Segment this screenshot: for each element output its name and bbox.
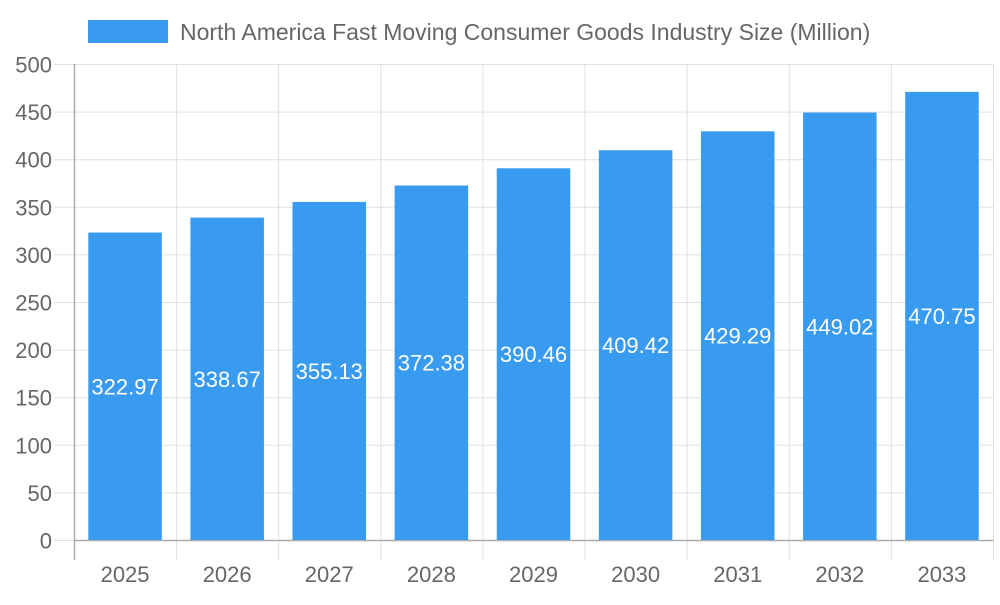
y-tick-label: 250 <box>15 291 52 316</box>
bar <box>496 168 571 540</box>
data-label: 372.38 <box>398 351 465 376</box>
x-tick-label: 2028 <box>407 562 456 587</box>
bar <box>292 201 367 540</box>
data-label: 470.75 <box>908 304 975 329</box>
x-axis-ticks: 2025 2026 2027 2028 2029 2030 2031 2032 2033 <box>101 562 967 587</box>
y-tick-label: 50 <box>28 481 52 506</box>
legend-label: North America Fast Moving Consumer Goods… <box>180 19 870 45</box>
x-tick-label: 2026 <box>203 562 252 587</box>
legend[interactable]: North America Fast Moving Consumer Goods… <box>88 19 870 45</box>
x-tick-label: 2027 <box>305 562 354 587</box>
y-tick-label: 400 <box>15 148 52 173</box>
data-label: 338.67 <box>194 367 261 392</box>
x-tick-label: 2029 <box>509 562 558 587</box>
data-label: 390.46 <box>500 342 567 367</box>
data-label: 449.02 <box>806 314 873 339</box>
y-tick-label: 300 <box>15 243 52 268</box>
x-tick-label: 2031 <box>713 562 762 587</box>
x-tick-label: 2025 <box>101 562 150 587</box>
bar <box>803 112 877 540</box>
y-axis-ticks: 0 50 100 150 200 250 300 350 400 450 500 <box>15 53 52 554</box>
data-label: 355.13 <box>296 359 363 384</box>
bar <box>700 131 775 540</box>
data-label: 322.97 <box>91 374 158 399</box>
y-tick-label: 150 <box>15 386 52 411</box>
data-label: 409.42 <box>602 333 669 358</box>
x-tick-label: 2030 <box>611 562 660 587</box>
y-tick-label: 350 <box>15 195 52 220</box>
y-tick-label: 200 <box>15 338 52 363</box>
legend-swatch <box>88 20 168 43</box>
x-tick-label: 2033 <box>917 562 966 587</box>
y-tick-label: 0 <box>40 529 52 554</box>
y-tick-label: 450 <box>15 100 52 125</box>
bar <box>190 217 264 540</box>
bars: 322.97 338.67 355.13 372.38 390.46 409.42 429.… <box>88 91 979 540</box>
data-label: 429.29 <box>704 324 771 349</box>
y-tick-label: 100 <box>15 433 52 458</box>
bar <box>394 185 469 540</box>
bar <box>88 232 162 540</box>
x-tick-label: 2032 <box>815 562 864 587</box>
y-tick-label: 500 <box>15 53 52 78</box>
bar <box>598 150 673 540</box>
bar <box>905 91 979 540</box>
